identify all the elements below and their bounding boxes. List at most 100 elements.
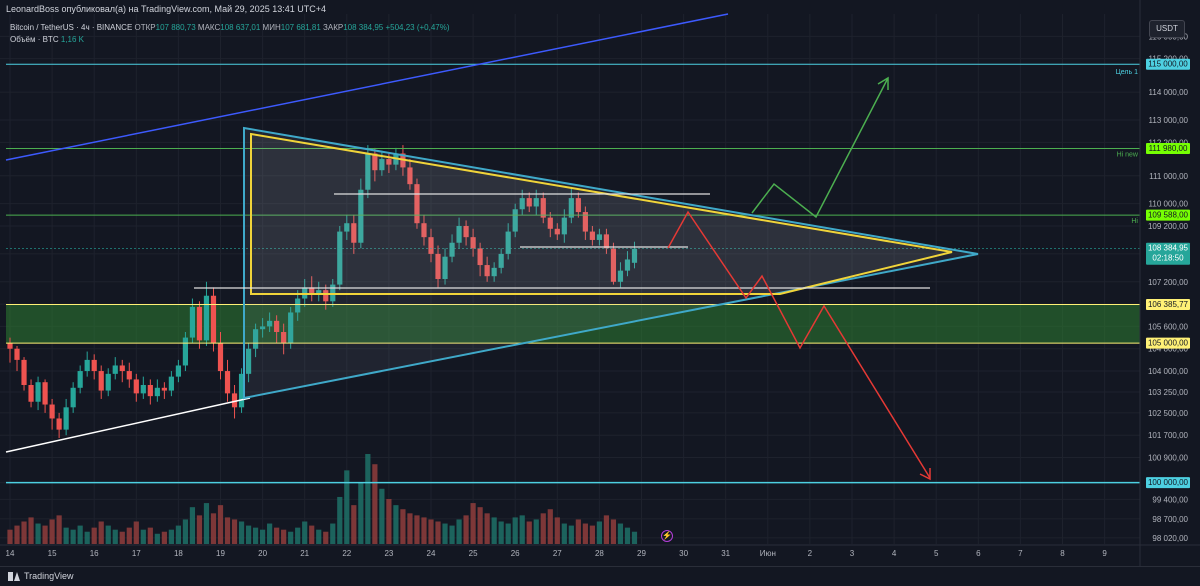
- price-label-tag: [1146, 58, 1190, 70]
- volume-bar: [267, 523, 273, 544]
- volume-bar: [147, 527, 153, 544]
- volume-bar: [435, 521, 441, 544]
- candle-body: [168, 376, 174, 391]
- symbol-name[interactable]: Bitcoin / TetherUS · 4ч · BINANCE: [10, 23, 133, 32]
- volume-bar: [596, 521, 602, 544]
- close-value: 108 384,95: [343, 23, 384, 32]
- price-tick-label: 107 200,00: [1148, 278, 1189, 287]
- candle-body: [519, 198, 525, 210]
- price-label-text: 105 000,00: [1148, 339, 1189, 348]
- candle-body: [182, 337, 189, 366]
- currency-button[interactable]: USDT: [1149, 20, 1185, 38]
- candle-body: [63, 407, 69, 430]
- price-label-tag: [1146, 337, 1190, 349]
- volume-bar: [7, 529, 13, 544]
- channel-upper-line: [5, 13, 729, 161]
- grid-lines: [0, 14, 1140, 544]
- volume-bar: [203, 503, 210, 544]
- candle-body: [56, 418, 62, 430]
- candle-body: [435, 253, 441, 279]
- volume-bar: [105, 525, 111, 544]
- volume-bar: [463, 515, 469, 544]
- candle-body: [161, 387, 167, 391]
- volume-bar: [379, 488, 385, 544]
- volume-bar: [393, 505, 399, 544]
- candle-body: [70, 387, 76, 408]
- volume-bar: [224, 517, 231, 544]
- candle-body: [554, 228, 560, 235]
- volume-bar: [589, 525, 595, 544]
- candle-body: [344, 223, 350, 232]
- candle-body: [281, 332, 287, 344]
- price-tick-label: 114 000,00: [1149, 88, 1189, 97]
- volume-bar: [603, 515, 610, 544]
- time-tick-label: 26: [511, 549, 520, 558]
- volume-bar: [428, 519, 434, 544]
- price-label-tag: [1146, 242, 1190, 265]
- lower-trend-line: [5, 397, 251, 453]
- candle-body: [231, 393, 238, 408]
- volume-bar: [189, 507, 196, 544]
- candle-body: [316, 290, 322, 293]
- time-tick-label: Июн: [760, 549, 776, 558]
- candle-body: [526, 198, 532, 207]
- candle-body: [7, 343, 13, 349]
- candle-body: [477, 248, 483, 266]
- volume-bar: [126, 527, 132, 544]
- volume-bar: [245, 525, 252, 544]
- candle-body: [610, 248, 617, 282]
- candle-body: [456, 226, 462, 243]
- tradingview-logo[interactable]: TradingView: [8, 571, 74, 581]
- candle-body: [330, 284, 336, 302]
- volume-bar: [533, 519, 539, 544]
- volume-bar: [617, 523, 624, 544]
- volume-bar: [561, 523, 567, 544]
- footer: TradingView: [0, 566, 1200, 586]
- volume-bar: [77, 525, 83, 544]
- time-axis[interactable]: 14 15 16 17 18 19 20 21 22 23 24 25 26 27 28 29 30 31 Июн 2…: [0, 544, 1200, 558]
- price-tick-label: 110 000,00: [1149, 200, 1189, 209]
- time-tick-label: 31: [721, 549, 730, 558]
- time-tick-label: 22: [342, 549, 351, 558]
- candle-body: [154, 387, 160, 397]
- candle-body: [449, 242, 455, 257]
- candle-body: [175, 365, 181, 377]
- volume-bar: [316, 529, 322, 544]
- time-tick-label: 15: [48, 549, 57, 558]
- candle-body: [126, 371, 132, 380]
- time-tick-label: 6: [976, 549, 981, 558]
- candle-body: [372, 153, 378, 171]
- volume-bar: [372, 464, 378, 544]
- volume-bar: [168, 529, 174, 544]
- volume-label[interactable]: Объём · BTC: [10, 35, 59, 44]
- volume-bar: [21, 521, 27, 544]
- candle-body: [49, 404, 55, 419]
- bullish-path: [751, 77, 889, 219]
- volume-bar: [491, 517, 497, 544]
- volume-bar: [302, 521, 308, 544]
- candle-body: [140, 385, 146, 394]
- volume-bar: [70, 529, 76, 544]
- price-label-text: 108 384,95: [1148, 244, 1189, 253]
- candle-body: [575, 198, 581, 213]
- candle-body: [631, 248, 638, 263]
- countdown-text: 02:18:50: [1152, 254, 1184, 263]
- volume-bar: [358, 482, 364, 544]
- candle-body: [196, 306, 203, 341]
- candle-body: [147, 385, 153, 397]
- candle-body: [547, 217, 553, 229]
- volume-bar: [365, 454, 371, 544]
- volume-bar: [140, 529, 146, 544]
- volume-bar: [484, 513, 490, 544]
- candle-body: [386, 159, 392, 165]
- candle-body: [21, 359, 27, 385]
- volume-bar: [414, 515, 420, 544]
- price-tick-label: 104 000,00: [1148, 367, 1189, 376]
- candle-body: [28, 385, 34, 402]
- time-tick-label: 16: [90, 549, 99, 558]
- candle-body: [35, 382, 41, 402]
- flash-icon[interactable]: ⚡: [661, 530, 673, 542]
- time-tick-label: 18: [174, 549, 183, 558]
